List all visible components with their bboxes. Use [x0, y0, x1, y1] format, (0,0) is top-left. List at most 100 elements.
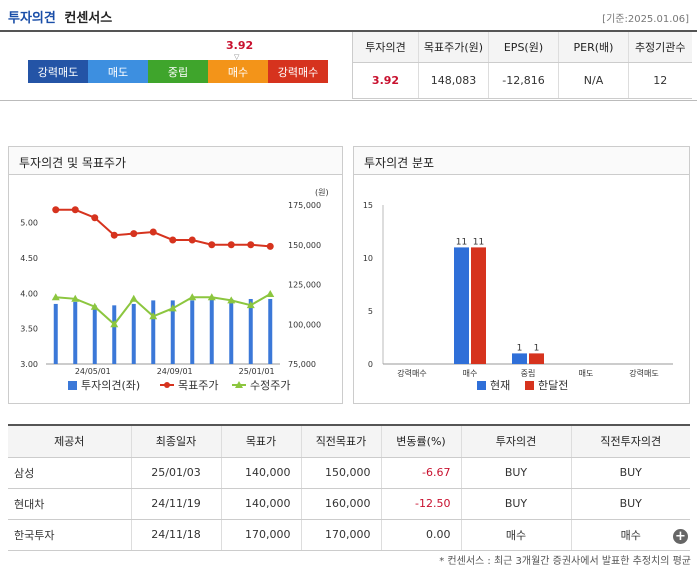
opinion-target-chart: (원) 3.00 3.50 4.00 4.50 5.00 75,000 100,000 125,… — [20, 188, 328, 392]
bar-value-label: 11 — [473, 237, 484, 247]
table-row: 삼성 25/01/03 140,000 150,000 -6.67 BUY BU… — [8, 457, 690, 489]
title-sub: 컨센서스 — [64, 11, 113, 26]
x-tick-label: 매도 — [579, 369, 594, 378]
cell-prev-opinion: BUY — [570, 488, 690, 520]
legend-adjusted-icon — [235, 381, 243, 388]
col-header: 투자의견 — [460, 424, 571, 458]
col-header: 변동률(%) — [380, 424, 461, 458]
adjusted-price-point — [207, 293, 216, 301]
opinion-distribution-chart-panel: 투자의견 분포 — [353, 146, 690, 404]
y-tick-label: 15 — [363, 201, 373, 210]
cell-date: 25/01/03 — [130, 457, 221, 489]
opinion-bar — [131, 303, 136, 364]
cell-prev-target: 170,000 — [300, 519, 381, 551]
cell-provider: 삼성 — [8, 457, 131, 489]
legend-month-ago-icon — [525, 381, 534, 390]
summary-target-price: 148,083 — [418, 62, 489, 99]
opinion-scale: 강력매도 매도 중립 매수 강력매수 — [28, 60, 328, 83]
summary-opinion: 3.92 — [352, 62, 419, 99]
header: 투자의견 컨센서스 [기준:2025.01.06] — [0, 0, 697, 30]
target-price-point — [110, 231, 118, 239]
adjusted-price-point — [246, 301, 255, 309]
title-main: 투자의견 — [8, 11, 56, 26]
cell-provider: 현대차 — [8, 488, 131, 520]
table-row: 한국투자 24/11/18 170,000 170,000 0.00 매수 매수 — [8, 519, 690, 551]
scale-sell: 매도 — [88, 60, 148, 83]
opinion-target-chart-panel: 투자의견 및 목표주가 — [8, 146, 343, 404]
x-tick-label: 25/01/01 — [239, 367, 275, 376]
consensus-score: 3.92 — [226, 39, 254, 52]
header-divider — [0, 30, 697, 32]
opinion-bar — [170, 300, 175, 364]
opinion-bar — [190, 300, 195, 364]
adjusted-price-point — [227, 296, 236, 304]
adjusted-price-line — [55, 293, 271, 326]
opinion-bar — [268, 298, 273, 364]
distribution-bar — [471, 247, 486, 364]
scale-strong-sell: 강력매도 — [28, 60, 88, 83]
target-price-point — [130, 230, 138, 238]
adjusted-price-point — [51, 293, 60, 301]
adjusted-price-point — [168, 304, 177, 312]
target-price-point — [247, 241, 255, 249]
cell-change: -12.50 — [380, 488, 461, 520]
target-price-point — [266, 242, 274, 250]
bar-value-label: 1 — [517, 343, 523, 353]
legend-target-label: 목표주가 — [178, 379, 218, 392]
adjusted-price-point — [188, 293, 197, 301]
left-y-tick-label: 3.50 — [20, 325, 38, 334]
target-price-line — [55, 208, 271, 248]
opinion-bar — [209, 298, 214, 364]
summary-header: EPS(원) — [488, 32, 559, 63]
page-title: 투자의견 컨센서스 — [8, 7, 112, 26]
more-button[interactable]: + — [673, 529, 688, 544]
panel-title: 투자의견 분포 — [354, 147, 689, 175]
opinion-bar — [112, 305, 117, 364]
target-price-point — [188, 236, 196, 244]
footnote: * 컨센서스 : 최근 3개월간 증권사에서 발표한 추정치의 평균 — [439, 556, 691, 567]
y-tick-label: 0 — [368, 360, 373, 369]
x-tick-label: 강력매도 — [629, 368, 658, 378]
adjusted-price-point — [129, 294, 138, 302]
col-header: 최종일자 — [130, 424, 221, 458]
summary-header: 투자의견 — [352, 32, 419, 63]
summary-per: N/A — [558, 62, 629, 99]
opinion-bar — [151, 300, 156, 364]
summary-header: 목표주가(원) — [418, 32, 489, 63]
x-tick-label: 강력매수 — [397, 368, 426, 378]
x-tick-label: 매수 — [463, 369, 478, 378]
y-tick-label: 10 — [363, 254, 373, 263]
target-price-point — [91, 214, 99, 222]
x-tick-label: 24/09/01 — [157, 367, 193, 376]
scale-neutral: 중립 — [148, 60, 208, 83]
scale-buy: 매수 — [208, 60, 268, 83]
summary-institution-count: 12 — [628, 62, 692, 99]
target-price-point — [169, 236, 177, 244]
adjusted-price-point — [266, 290, 275, 298]
scale-strong-buy: 강력매수 — [268, 60, 328, 83]
section-divider — [0, 100, 697, 101]
cell-date: 24/11/19 — [130, 488, 221, 520]
cell-target: 170,000 — [220, 519, 301, 551]
summary-eps: -12,816 — [488, 62, 559, 99]
distribution-bar — [454, 247, 469, 364]
cell-provider: 한국투자 — [8, 519, 131, 551]
y-tick-label: 5 — [368, 307, 373, 316]
col-header: 목표가 — [220, 424, 301, 458]
adjusted-price-point — [149, 312, 158, 320]
cell-prev-target: 150,000 — [300, 457, 381, 489]
x-tick-label: 중립 — [521, 369, 536, 378]
base-date: [기준:2025.01.06] — [602, 14, 689, 25]
cell-target: 140,000 — [220, 457, 301, 489]
opinion-bar — [248, 298, 253, 364]
cell-opinion: BUY — [460, 457, 571, 489]
target-price-point — [227, 241, 235, 249]
bar-value-label: 1 — [534, 343, 540, 353]
bar-value-label: 11 — [456, 237, 467, 247]
opinion-bar — [53, 303, 58, 364]
broker-table: 제공처 최종일자 목표가 직전목표가 변동률(%) 투자의견 직전투자의견 삼성… — [8, 424, 690, 551]
left-y-tick-label: 4.50 — [20, 254, 38, 263]
legend-adjusted-label: 수정주가 — [250, 379, 290, 392]
left-y-tick-label: 3.00 — [20, 360, 38, 369]
